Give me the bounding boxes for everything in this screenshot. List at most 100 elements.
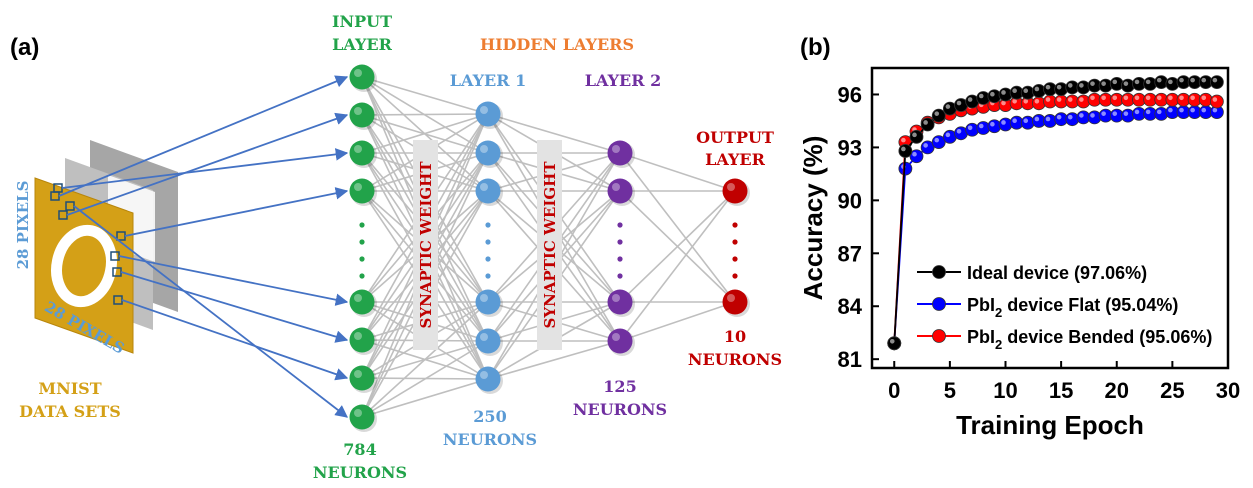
input-neuron (349, 64, 375, 90)
dataset-label-line2: DATA SETS (19, 402, 121, 421)
data-point-highlight (1056, 84, 1062, 90)
output-count-number: 10 (724, 327, 746, 346)
synapse-edge (619, 152, 736, 303)
data-point-highlight (1079, 97, 1084, 102)
legend-label: PbI2 device Bended (95.06%) (967, 327, 1212, 352)
output-ellipsis-dot (732, 273, 738, 279)
output-layer-title-line1: OUTPUT (696, 128, 774, 147)
chart-ticks: 0 5 10 15 20 25 30 81 84 87 90 93 96 (838, 82, 1241, 403)
layer2-neuron-highlight (612, 294, 620, 302)
data-point-highlight (967, 97, 973, 102)
output-ellipsis-dot (732, 222, 738, 228)
data-point-highlight (1012, 118, 1017, 124)
data-point-highlight (1023, 118, 1029, 124)
layer1-count-unit: NEURONS (443, 430, 537, 449)
data-point-highlight (1123, 95, 1129, 101)
data-point-highlight (1034, 116, 1040, 122)
layer1-neuron-highlight (480, 371, 488, 379)
data-point-highlight (1045, 97, 1051, 102)
data-point-highlight (1168, 79, 1173, 85)
data-point-highlight (1134, 95, 1140, 101)
input-count-unit: NEURONS (313, 463, 407, 482)
panel-b-label: (b) (800, 34, 831, 61)
data-point-highlight (1101, 81, 1106, 86)
y-tick-label: 96 (838, 82, 862, 107)
x-tick-label: 30 (1216, 378, 1240, 403)
x-tick-label: 15 (1049, 378, 1073, 403)
data-point-highlight (1145, 79, 1151, 85)
layer2-ellipsis-dot (617, 273, 623, 279)
data-point-highlight (945, 104, 951, 109)
data-point (920, 117, 935, 132)
pixel-arrow (66, 112, 349, 216)
data-point-highlight (1201, 95, 1207, 101)
data-point-highlight (1145, 109, 1151, 115)
pixel-arrow (58, 75, 349, 197)
output-neuron (722, 178, 748, 204)
data-point-highlight (1067, 97, 1073, 102)
layer1-ellipsis-dot (485, 273, 491, 279)
output-ellipsis-dot (732, 239, 738, 245)
x-tick-label: 0 (888, 378, 900, 403)
data-point-highlight (1112, 111, 1118, 116)
output-ellipsis-dot (732, 256, 738, 262)
synaptic-weight-label-2: SYNAPTIC WEIGHT (541, 161, 559, 329)
y-tick-label: 87 (838, 241, 862, 266)
pixel-arrow (124, 187, 349, 237)
data-point-highlight (1090, 81, 1095, 86)
synaptic-connections (361, 76, 736, 418)
y-tick-label: 93 (838, 135, 862, 160)
data-point-highlight (1201, 107, 1207, 113)
layer2-ellipsis-dot (617, 256, 623, 262)
data-point-highlight (1123, 81, 1129, 86)
hidden-layers-title: HIDDEN LAYERS (480, 35, 634, 54)
layer2-ellipsis-dot (617, 239, 623, 245)
input-ellipsis-dot (359, 273, 365, 279)
data-point-highlight (901, 146, 906, 152)
synaptic-weight-bar-1-bg (413, 140, 438, 350)
x-tick-label: 10 (993, 378, 1017, 403)
data-point-highlight (1201, 77, 1207, 83)
y-tick-label: 90 (838, 188, 862, 213)
output-neuron (722, 289, 748, 315)
data-point (898, 144, 913, 158)
data-point-highlight (912, 151, 917, 157)
pixel-arrow (61, 148, 349, 189)
data-point-highlight (1023, 88, 1029, 94)
layer2-count-unit: NEURONS (573, 400, 667, 419)
input-ellipsis-dot (359, 222, 365, 228)
data-point-highlight (1179, 107, 1184, 113)
layer2-neuron-highlight (612, 145, 620, 153)
data-point-highlight (1034, 86, 1040, 92)
input-neuron (349, 404, 375, 430)
data-point (887, 336, 902, 351)
legend-marker (932, 297, 946, 311)
input-neuron-highlight (354, 107, 362, 115)
synapse-edge (361, 113, 489, 116)
layer1-neuron (475, 178, 501, 204)
pixels-label-vertical: 28 PIXELS (14, 181, 32, 270)
layer2-title: LAYER 2 (585, 71, 661, 90)
layer2-neuron-highlight (612, 183, 620, 191)
synapse-edge (361, 76, 489, 115)
data-point-highlight (1101, 95, 1106, 101)
input-neuron-highlight (354, 183, 362, 191)
data-point-highlight (1134, 79, 1140, 85)
legend-label: PbI2 device Flat (95.04%) (967, 295, 1178, 320)
data-point-highlight (1212, 97, 1218, 102)
data-point-highlight (1067, 83, 1073, 88)
input-layer-title-line1: INPUT (332, 12, 392, 31)
input-neuron (349, 140, 375, 166)
input-neuron-highlight (354, 332, 362, 340)
data-point (909, 129, 924, 144)
legend-marker (932, 329, 946, 343)
input-neuron-highlight (354, 69, 362, 77)
layer1-neuron-highlight (480, 183, 488, 191)
synapse-edge (487, 113, 621, 154)
layer2-ellipsis-dot (617, 222, 623, 228)
layer1-neuron (475, 328, 501, 354)
output-neuron-highlight (727, 294, 735, 302)
data-point-highlight (1023, 98, 1029, 104)
data-point-highlight (1045, 84, 1051, 90)
